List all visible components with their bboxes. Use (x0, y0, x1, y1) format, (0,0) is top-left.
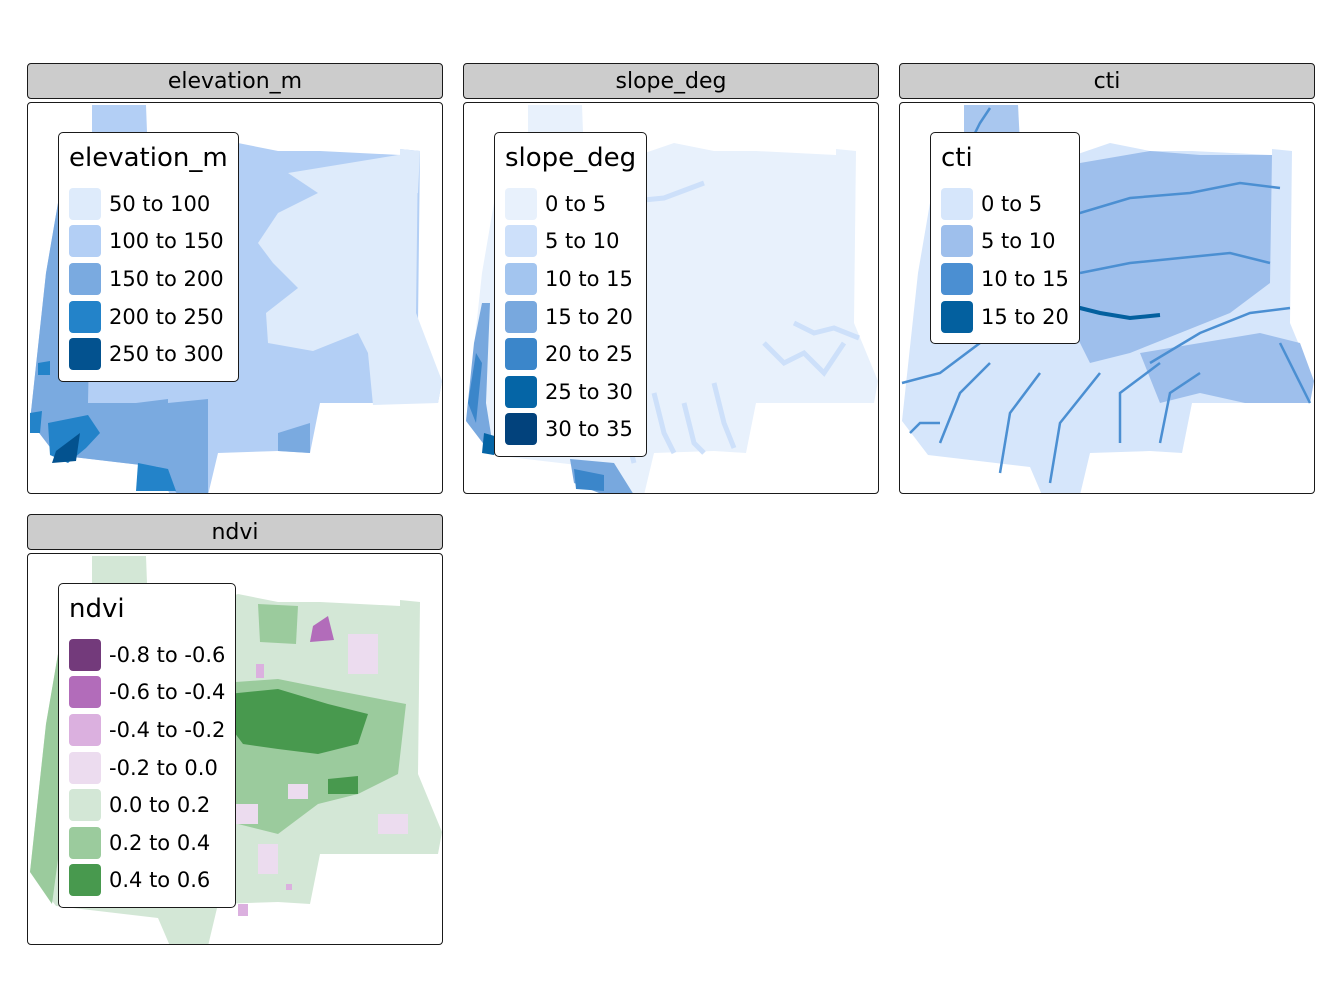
legend-swatch (69, 262, 101, 295)
legend-item: 0 to 5 (941, 185, 1069, 223)
legend-swatch (505, 187, 537, 220)
facet-strip-title: elevation_m (27, 63, 443, 99)
legend-label: 150 to 200 (109, 266, 224, 291)
legend-label: 15 to 20 (545, 304, 633, 329)
legend-title: cti (941, 143, 973, 173)
legend-label: -0.4 to -0.2 (109, 717, 226, 742)
legend-label: 0 to 5 (545, 191, 607, 216)
legend-title: elevation_m (69, 143, 228, 173)
legend-label: -0.8 to -0.6 (109, 642, 226, 667)
legend-item: 15 to 20 (505, 298, 636, 336)
legend-item: 0.2 to 0.4 (69, 824, 225, 862)
legend-label: -0.6 to -0.4 (109, 680, 226, 705)
legend-label: 5 to 10 (545, 229, 620, 254)
legend-swatch (941, 225, 973, 258)
legend-label: 0.0 to 0.2 (109, 793, 211, 818)
legend-item: 15 to 20 (941, 298, 1069, 336)
legend-label: 0.4 to 0.6 (109, 868, 211, 893)
legend-title: ndvi (69, 594, 125, 624)
map-legend: slope_deg 0 to 5 5 to 10 10 to 15 15 to … (494, 132, 648, 458)
legend-swatch (941, 262, 973, 295)
legend-swatch (69, 225, 101, 258)
legend-item: 25 to 30 (505, 373, 636, 411)
legend-item: 150 to 200 (69, 260, 228, 298)
legend-item: 5 to 10 (505, 223, 636, 261)
legend-swatch (505, 375, 537, 408)
facet-strip-title: cti (899, 63, 1315, 99)
map-panel-ndvi: ndvi -0.8 to -0.6 -0.6 to -0.4 -0.4 to -… (27, 553, 443, 945)
legend-label: -0.2 to 0.0 (109, 755, 218, 780)
legend-swatch (505, 413, 537, 446)
legend-swatch (69, 713, 101, 746)
facet-strip-title: ndvi (27, 514, 443, 550)
legend-swatch (505, 262, 537, 295)
legend-item: 100 to 150 (69, 223, 228, 261)
legend-swatch (69, 638, 101, 671)
legend-item: 30 to 35 (505, 411, 636, 449)
legend-item: 0.0 to 0.2 (69, 786, 225, 824)
legend-label: 25 to 30 (545, 379, 633, 404)
legend-swatch (69, 826, 101, 859)
legend-item: 250 to 300 (69, 335, 228, 373)
legend-swatch (941, 300, 973, 333)
legend-label: 20 to 25 (545, 342, 633, 367)
legend-item: 10 to 15 (505, 260, 636, 298)
legend-item: 5 to 10 (941, 223, 1069, 261)
legend-item: 0.4 to 0.6 (69, 862, 225, 900)
map-legend: ndvi -0.8 to -0.6 -0.6 to -0.4 -0.4 to -… (58, 583, 237, 909)
legend-label: 250 to 300 (109, 342, 224, 367)
map-legend: elevation_m 50 to 100 100 to 150 150 to … (58, 132, 239, 382)
legend-item: 50 to 100 (69, 185, 228, 223)
legend-swatch (69, 676, 101, 709)
legend-label: 10 to 15 (981, 266, 1069, 291)
legend-item: 200 to 250 (69, 298, 228, 336)
legend-label: 5 to 10 (981, 229, 1056, 254)
legend-swatch (505, 338, 537, 371)
map-legend: cti 0 to 5 5 to 10 10 to 15 15 to 20 (930, 132, 1080, 345)
legend-item: 20 to 25 (505, 335, 636, 373)
facet-strip-title: slope_deg (463, 63, 879, 99)
legend-label: 100 to 150 (109, 229, 224, 254)
legend-label: 10 to 15 (545, 266, 633, 291)
legend-title: slope_deg (505, 143, 637, 173)
legend-item: -0.4 to -0.2 (69, 711, 225, 749)
legend-item: 10 to 15 (941, 260, 1069, 298)
legend-swatch (941, 187, 973, 220)
legend-swatch (505, 300, 537, 333)
legend-swatch (505, 225, 537, 258)
map-panel-cti: cti 0 to 5 5 to 10 10 to 15 15 to 20 (899, 102, 1315, 494)
legend-swatch (69, 789, 101, 822)
legend-label: 200 to 250 (109, 304, 224, 329)
legend-label: 30 to 35 (545, 417, 633, 442)
legend-item: 0 to 5 (505, 185, 636, 223)
legend-swatch (69, 864, 101, 897)
map-panel-slope: slope_deg 0 to 5 5 to 10 10 to 15 15 to … (463, 102, 879, 494)
legend-label: 0.2 to 0.4 (109, 830, 211, 855)
legend-item: -0.2 to 0.0 (69, 749, 225, 787)
legend-label: 50 to 100 (109, 191, 211, 216)
legend-swatch (69, 300, 101, 333)
legend-item: -0.6 to -0.4 (69, 674, 225, 712)
legend-swatch (69, 187, 101, 220)
map-panel-elevation: elevation_m 50 to 100 100 to 150 150 to … (27, 102, 443, 494)
legend-swatch (69, 338, 101, 371)
legend-label: 15 to 20 (981, 304, 1069, 329)
legend-swatch (69, 751, 101, 784)
legend-item: -0.8 to -0.6 (69, 636, 225, 674)
legend-label: 0 to 5 (981, 191, 1043, 216)
